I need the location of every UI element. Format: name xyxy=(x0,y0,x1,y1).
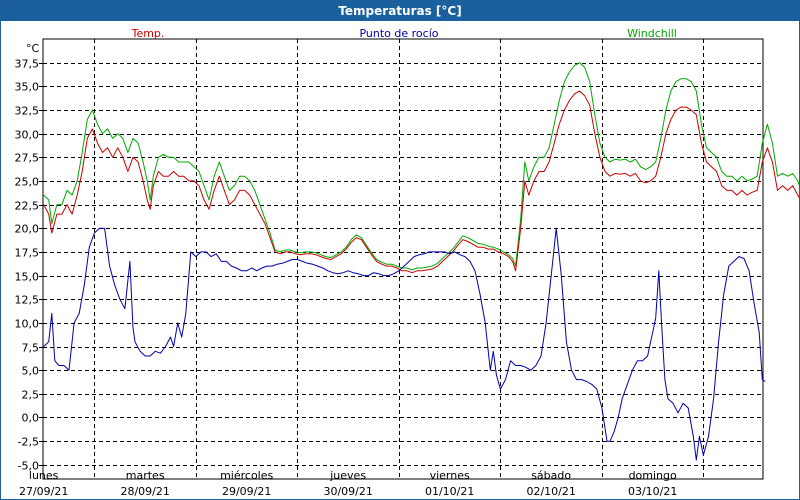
y-tick-label: 37,5 xyxy=(15,58,40,71)
y-tick-label: 10,0 xyxy=(15,318,40,331)
y-tick-label: 12,5 xyxy=(15,294,40,307)
x-tick-day: jueves xyxy=(329,469,366,482)
x-tick-date: 29/09/21 xyxy=(222,485,271,498)
y-tick-label: 20,0 xyxy=(15,223,40,236)
x-tick-day: viernes xyxy=(430,469,470,482)
y-axis-unit: °C xyxy=(26,42,40,55)
legend-punto-de-rocio: Punto de rocío xyxy=(359,27,438,40)
y-tick-label: 7,5 xyxy=(22,342,40,355)
legend-windchill: Windchill xyxy=(627,27,677,40)
series-lines xyxy=(43,62,799,461)
y-tick-label: 5,0 xyxy=(22,365,40,378)
y-tick-label: 0,0 xyxy=(22,412,40,425)
x-tick-day: lunes xyxy=(29,469,59,482)
legend: Temp. Punto de rocío Windchill xyxy=(131,27,677,40)
legend-temp: Temp. xyxy=(131,27,165,40)
window-title: Temperaturas [°C] xyxy=(1,1,799,21)
x-tick-date: 30/09/21 xyxy=(323,485,372,498)
x-tick-date: 03/10/21 xyxy=(628,485,677,498)
x-tick-date: 27/09/21 xyxy=(19,485,68,498)
x-tick-day: domingo xyxy=(629,469,677,482)
y-tick-label: 17,5 xyxy=(15,247,40,260)
x-tick-date: 02/10/21 xyxy=(526,485,575,498)
y-tick-label: 30,0 xyxy=(15,129,40,142)
series-line-windchill xyxy=(43,62,799,271)
x-tick-date: 01/10/21 xyxy=(425,485,474,498)
temperature-chart: 37,5 35,0 32,5 30,0 27,5 25,0 22,5 20,0 17,5 15,0… xyxy=(15,27,799,498)
x-axis-ticks: lunes 27/09/21 martes 28/09/21 miércoles 29/0… xyxy=(19,469,677,498)
x-tick-day: miércoles xyxy=(220,469,273,482)
y-axis-ticks: 37,5 35,0 32,5 30,0 27,5 25,0 22,5 20,0 17,5 15,0… xyxy=(15,58,43,473)
x-tick-day: sábado xyxy=(531,469,571,482)
series-line-punto-de-rocio xyxy=(43,227,766,461)
y-tick-label: 27,5 xyxy=(15,152,40,165)
plot-area xyxy=(42,38,764,480)
series-line-temp xyxy=(43,90,799,274)
grid-lines xyxy=(43,39,763,479)
y-tick-label: 15,0 xyxy=(15,271,40,284)
y-tick-label: 35,0 xyxy=(15,81,40,94)
y-tick-label: 2,5 xyxy=(22,389,40,402)
y-tick-label: -2,5 xyxy=(18,436,39,449)
y-tick-label: 25,0 xyxy=(15,176,40,189)
x-tick-date: 28/09/21 xyxy=(120,485,169,498)
y-tick-label: 22,5 xyxy=(15,200,40,213)
y-tick-label: 32,5 xyxy=(15,105,40,118)
x-tick-day: martes xyxy=(126,469,165,482)
y-tick-label: -5,0 xyxy=(18,460,39,473)
